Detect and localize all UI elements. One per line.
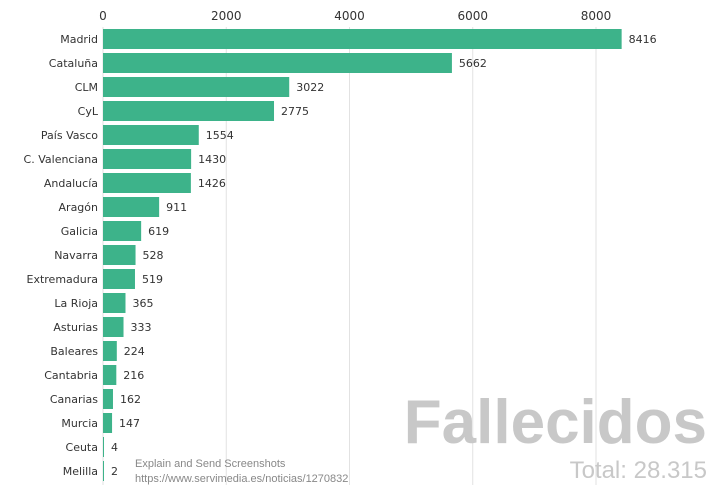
x-tick-label: 8000 bbox=[581, 9, 612, 23]
data-label: 2775 bbox=[281, 105, 309, 118]
watermark-line-2: https://www.servimedia.es/noticias/12708… bbox=[135, 473, 349, 485]
category-label: Cantabria bbox=[44, 369, 98, 382]
category-label: Asturias bbox=[53, 321, 98, 334]
bar bbox=[103, 437, 104, 457]
bar bbox=[103, 245, 136, 265]
category-label: CLM bbox=[75, 81, 98, 94]
data-label: 162 bbox=[120, 393, 141, 406]
bar bbox=[103, 197, 160, 217]
data-label: 4 bbox=[111, 441, 118, 454]
category-label: Galicia bbox=[61, 225, 98, 238]
category-label: Melilla bbox=[63, 465, 98, 478]
data-label: 528 bbox=[143, 249, 164, 262]
data-label: 519 bbox=[142, 273, 163, 286]
bar bbox=[103, 365, 117, 385]
data-label: 1554 bbox=[206, 129, 234, 142]
chart-subtitle-total: Total: 28.315 bbox=[569, 457, 707, 484]
data-label: 147 bbox=[119, 417, 140, 430]
category-label: Murcia bbox=[61, 417, 98, 430]
category-label: Madrid bbox=[60, 33, 98, 46]
bar bbox=[103, 101, 275, 121]
category-label: País Vasco bbox=[41, 129, 98, 142]
bar bbox=[103, 173, 191, 193]
x-tick-label: 2000 bbox=[211, 9, 242, 23]
bar bbox=[103, 77, 290, 97]
bar bbox=[103, 29, 622, 49]
data-label: 2 bbox=[111, 465, 118, 478]
data-label: 224 bbox=[124, 345, 145, 358]
chart-title: Fallecidos bbox=[403, 388, 707, 457]
bar bbox=[103, 125, 199, 145]
bar bbox=[103, 341, 117, 361]
bar bbox=[103, 269, 135, 289]
category-label: Canarias bbox=[50, 393, 98, 406]
category-label: CyL bbox=[78, 105, 99, 118]
category-label: Extremadura bbox=[27, 273, 99, 286]
bar bbox=[103, 413, 113, 433]
category-label: C. Valenciana bbox=[24, 153, 98, 166]
data-label: 3022 bbox=[296, 81, 324, 94]
category-label: Navarra bbox=[54, 249, 98, 262]
category-label: Aragón bbox=[59, 201, 99, 214]
category-label: Baleares bbox=[50, 345, 98, 358]
bar bbox=[103, 149, 192, 169]
bar bbox=[103, 221, 142, 241]
data-label: 5662 bbox=[459, 57, 487, 70]
category-label: Andalucía bbox=[44, 177, 98, 190]
category-label: Ceuta bbox=[66, 441, 98, 454]
data-label: 365 bbox=[132, 297, 153, 310]
x-tick-label: 0 bbox=[99, 9, 107, 23]
data-label: 8416 bbox=[629, 33, 657, 46]
watermark-line-1: Explain and Send Screenshots bbox=[135, 458, 286, 470]
bar bbox=[103, 461, 104, 481]
bar bbox=[103, 389, 113, 409]
data-label: 1430 bbox=[198, 153, 226, 166]
data-label: 619 bbox=[148, 225, 169, 238]
bar bbox=[103, 293, 126, 313]
data-label: 911 bbox=[166, 201, 187, 214]
data-label: 216 bbox=[123, 369, 144, 382]
x-tick-label: 4000 bbox=[334, 9, 365, 23]
category-label: La Rioja bbox=[54, 297, 98, 310]
x-tick-label: 6000 bbox=[457, 9, 488, 23]
data-label: 1426 bbox=[198, 177, 226, 190]
data-label: 333 bbox=[131, 321, 152, 334]
bar bbox=[103, 53, 452, 73]
category-label: Cataluña bbox=[49, 57, 98, 70]
bar bbox=[103, 317, 124, 337]
